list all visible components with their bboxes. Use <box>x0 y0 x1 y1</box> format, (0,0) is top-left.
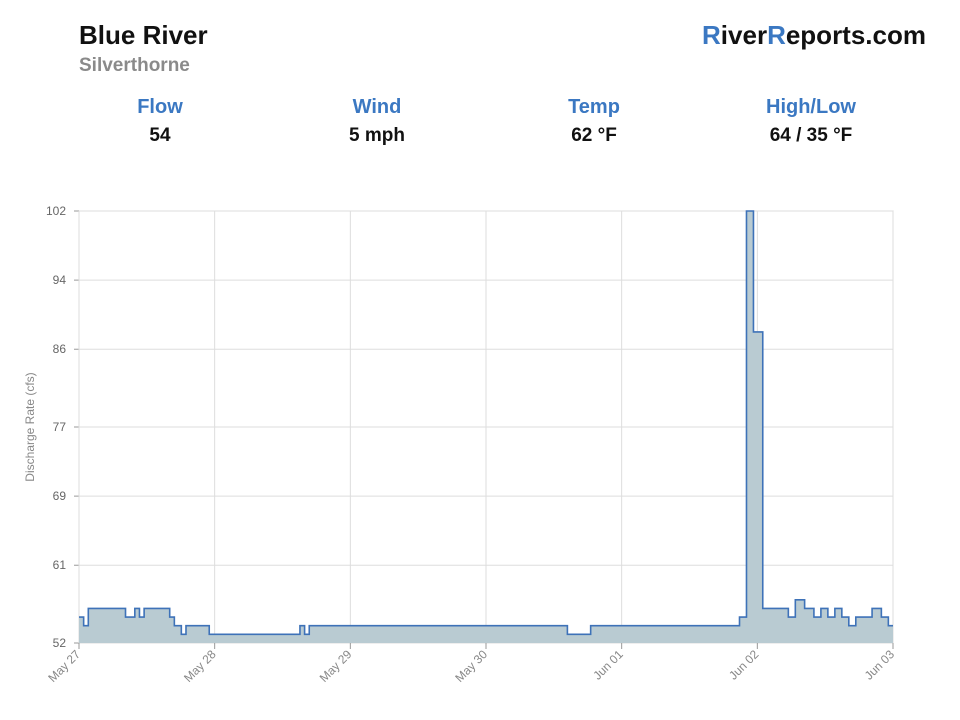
x-tick-label: Jun 03 <box>862 647 898 683</box>
river-location: Silverthorne <box>79 55 190 76</box>
discharge-line <box>79 210 893 636</box>
brand-logo[interactable]: RiverReports.com <box>702 20 926 51</box>
stat-temp: Temp 62 °F <box>494 96 694 147</box>
stat-flow-label: Flow <box>137 96 183 118</box>
brand-logo-r2: R <box>767 20 786 50</box>
x-tick-label: May 30 <box>452 647 490 685</box>
y-axis-label: Discharge Rate (cfs) <box>23 372 37 481</box>
stat-wind-label: Wind <box>352 96 402 118</box>
river-name: Blue River <box>79 20 208 50</box>
y-tick-label: 102 <box>46 204 66 218</box>
stat-temp-value: 62 °F <box>571 125 617 146</box>
stat-high-low-value: 64 / 35 °F <box>769 125 853 146</box>
y-tick-label: 69 <box>53 489 67 503</box>
y-tick-label: 77 <box>53 420 67 434</box>
stat-wind-value: 5 mph <box>349 125 405 146</box>
x-tick-label: Jun 02 <box>726 647 762 683</box>
x-tick-label: May 28 <box>181 647 219 685</box>
stat-flow-value: 54 <box>149 125 171 146</box>
y-tick-label: 52 <box>53 636 67 650</box>
discharge-chart: 52 61 69 77 86 94 102 May 27 May 28 May 29 May 30 J… <box>23 204 898 685</box>
stat-high-low-label: High/Low <box>766 96 856 118</box>
x-tick-label: Jun 01 <box>590 647 626 683</box>
brand-logo-r1: R <box>702 20 721 50</box>
y-tick-label: 86 <box>53 342 67 356</box>
brand-logo-part1: iver <box>720 20 768 50</box>
stat-flow: Flow 54 <box>60 96 260 147</box>
x-tick-label: May 29 <box>317 647 355 685</box>
x-tick-label: May 27 <box>45 647 83 685</box>
brand-logo-part2: eports.com <box>785 20 926 50</box>
stat-wind: Wind 5 mph <box>277 96 477 147</box>
stat-temp-label: Temp <box>568 96 620 118</box>
y-tick-label: 61 <box>53 558 67 572</box>
y-tick-label: 94 <box>53 273 67 287</box>
stat-high-low: High/Low 64 / 35 °F <box>711 96 911 147</box>
